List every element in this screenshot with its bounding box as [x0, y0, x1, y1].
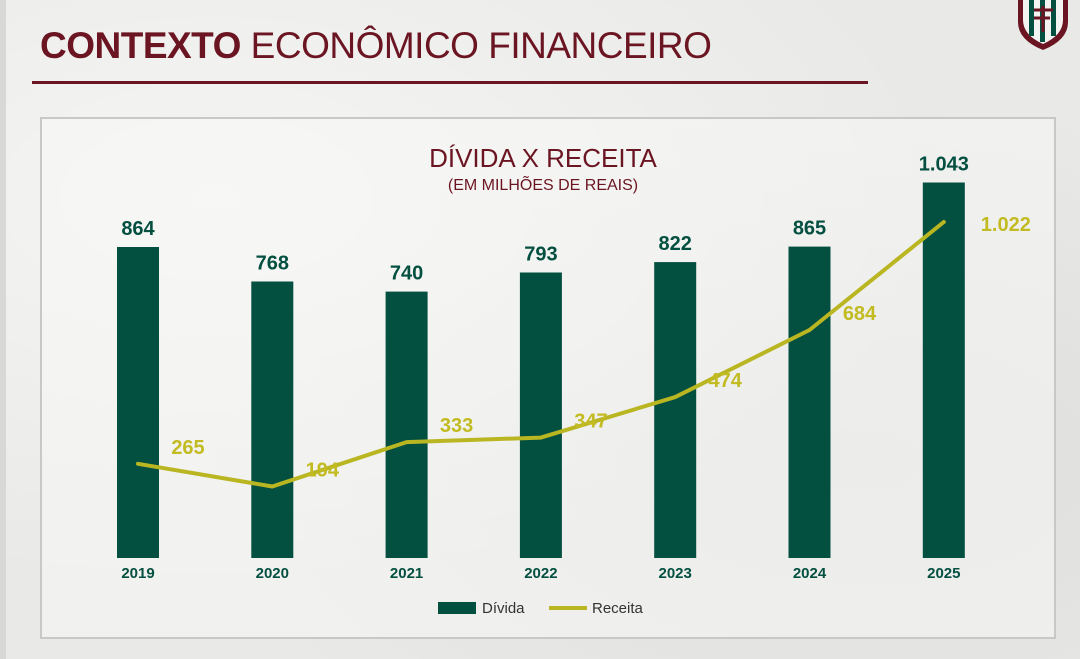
bar-2024	[788, 246, 831, 558]
line-labels-group: 265 194 333 347 474 684 1.022	[171, 214, 1031, 482]
x-tick-2023: 2023	[659, 565, 692, 582]
bar-value-label-2022: 793	[524, 244, 557, 266]
x-axis-ticks: 2019 2020 2021 2022 2023 2024 2025	[121, 565, 960, 582]
receita-line	[136, 220, 946, 489]
bar-value-label-2021: 740	[390, 263, 423, 285]
legend-label-divida: Dívida	[482, 600, 525, 617]
legend-label-receita: Receita	[592, 600, 644, 617]
bar-value-label-2020: 768	[256, 253, 289, 275]
bar-value-label-2025: 1.043	[919, 154, 969, 176]
line-value-label-2024: 684	[843, 303, 877, 325]
page-title: CONTEXTO ECONÔMICO FINANCEIRO	[40, 20, 712, 72]
fluminense-crest-icon	[1018, 0, 1068, 50]
x-tick-2020: 2020	[256, 565, 289, 582]
x-tick-2025: 2025	[927, 565, 960, 582]
bars-group	[117, 182, 965, 558]
line-value-label-2025: 1.022	[981, 214, 1031, 236]
line-value-label-2020: 194	[306, 460, 340, 482]
line-group	[136, 220, 946, 489]
page-title-bold: CONTEXTO	[40, 25, 241, 66]
x-tick-2021: 2021	[390, 565, 423, 582]
line-value-label-2019: 265	[171, 437, 204, 459]
x-tick-2019: 2019	[121, 565, 154, 582]
bar-value-label-2023: 822	[659, 233, 692, 255]
bar-2020	[251, 281, 294, 558]
line-value-label-2021: 333	[440, 415, 473, 437]
bar-2022	[519, 272, 562, 558]
line-value-label-2022: 347	[574, 411, 607, 433]
legend: Dívida Receita	[438, 600, 644, 617]
left-edge-strip	[0, 0, 6, 659]
header-divider	[32, 81, 868, 84]
x-tick-2022: 2022	[524, 565, 557, 582]
bar-2021	[385, 291, 428, 558]
chart-subtitle: (EM MILHÕES DE REAIS)	[448, 174, 638, 194]
chart-title: DÍVIDA X RECEITA	[429, 143, 657, 173]
x-tick-2024: 2024	[793, 565, 827, 582]
bar-2019	[117, 247, 159, 558]
line-value-label-2023: 474	[709, 370, 743, 392]
bar-value-label-2024: 865	[793, 218, 826, 240]
bar-2023	[654, 262, 697, 558]
page-title-rest: ECONÔMICO FINANCEIRO	[240, 25, 712, 66]
legend-swatch-divida	[438, 602, 476, 614]
bar-labels-group: 864 768 740 793 822 865 1.043	[121, 154, 969, 285]
bar-value-label-2019: 864	[121, 218, 155, 240]
bar-2025	[922, 182, 965, 558]
